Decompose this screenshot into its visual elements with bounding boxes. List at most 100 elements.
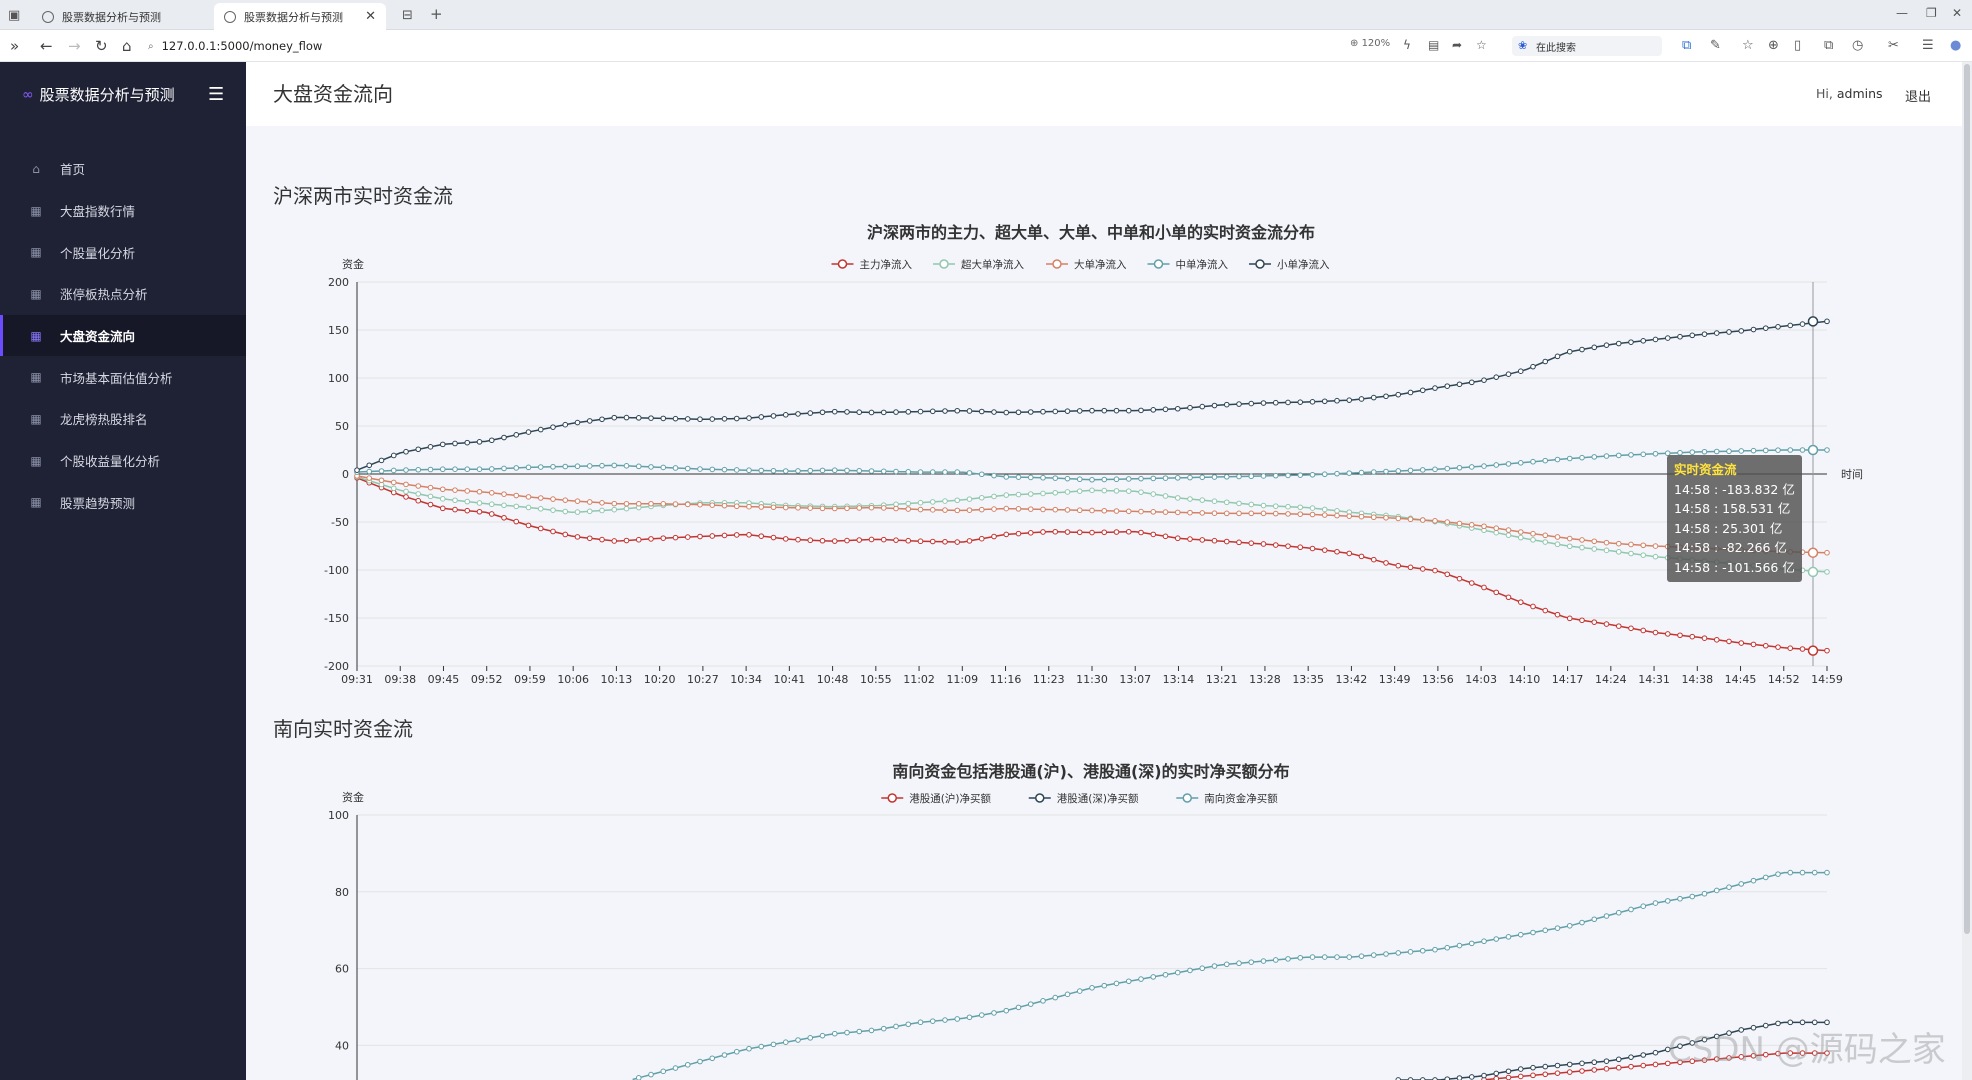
- browser-tab-1[interactable]: 股票数据分析与预测: [32, 3, 212, 30]
- data-point: [1076, 408, 1083, 414]
- data-point: [1775, 871, 1781, 877]
- zoom-indicator[interactable]: ⊕ 120%: [1350, 38, 1391, 49]
- data-point: [991, 472, 997, 479]
- data-point: [439, 441, 446, 448]
- data-point: [905, 469, 912, 475]
- chevrons-icon[interactable]: »: [10, 37, 20, 55]
- data-point: [550, 507, 556, 513]
- scrollbar-thumb[interactable]: [1964, 64, 1970, 934]
- download-icon[interactable]: ⊕: [1768, 38, 1779, 53]
- reload-icon[interactable]: ↻: [95, 37, 108, 55]
- data-point: [1591, 916, 1598, 923]
- data-point: [1726, 1030, 1732, 1036]
- legend-marker: [1035, 793, 1045, 803]
- reader-icon[interactable]: ▤: [1428, 38, 1440, 52]
- data-point: [1456, 381, 1463, 388]
- legend-marker: [939, 259, 949, 269]
- data-point: [770, 413, 777, 419]
- tab-list-icon[interactable]: ⊟: [402, 8, 413, 23]
- data-point: [452, 466, 458, 472]
- y-axis-name: 资金: [342, 790, 364, 804]
- cubes-icon: ▦: [30, 495, 42, 510]
- data-point: [1174, 475, 1181, 481]
- sidebar-item-stock-quant[interactable]: ▦ 个股量化分析: [0, 231, 246, 273]
- data-point: [1713, 636, 1720, 643]
- data-point: [1481, 584, 1487, 591]
- back-icon[interactable]: ←: [40, 37, 53, 55]
- sidebar-toggle-icon[interactable]: ▣: [8, 8, 21, 23]
- brand-name: 股票数据分析与预测: [39, 86, 175, 104]
- data-point: [1223, 499, 1230, 506]
- greeting-prefix: Hi,: [1816, 86, 1833, 101]
- sidebar-item-dragon-tiger[interactable]: ▦ 龙虎榜热股排名: [0, 398, 246, 440]
- data-point: [1297, 544, 1304, 551]
- data-point: [415, 466, 422, 473]
- close-tab-icon[interactable]: ✕: [365, 9, 376, 24]
- data-point: [1542, 927, 1549, 934]
- data-point: [1677, 1043, 1683, 1049]
- data-point: [1652, 450, 1659, 457]
- restore-icon[interactable]: ❐: [1926, 6, 1937, 20]
- forward-icon[interactable]: →: [68, 37, 81, 55]
- data-point: [1505, 1068, 1512, 1075]
- data-point: [978, 506, 985, 513]
- bookmark-icon[interactable]: ☆: [1742, 38, 1754, 53]
- data-point: [1628, 541, 1634, 548]
- menu-icon[interactable]: ☰: [1922, 38, 1934, 53]
- minimize-icon[interactable]: —: [1896, 6, 1908, 20]
- share-icon[interactable]: ➦: [1452, 38, 1463, 52]
- collections-icon[interactable]: ⧉: [1824, 38, 1834, 53]
- sidebar-item-index-quotes[interactable]: ▦ 大盘指数行情: [0, 190, 246, 232]
- sidebar-item-money-flow[interactable]: ▦ 大盘资金流向: [0, 314, 246, 357]
- data-point: [893, 537, 899, 543]
- url-field[interactable]: ⌕ 127.0.0.1:5000/money_flow: [148, 35, 1338, 57]
- favorite-icon[interactable]: ☆: [1476, 38, 1487, 52]
- chart-tooltip: 实时资金流 14:58 : -183.832 亿 14:58 : 158.531…: [1667, 455, 1802, 582]
- sidebar-item-limit-up[interactable]: ▦ 涨停板热点分析: [0, 273, 246, 315]
- profile-icon[interactable]: ●: [1950, 38, 1962, 53]
- data-point: [1138, 475, 1144, 482]
- lightning-icon[interactable]: ϟ: [1403, 38, 1411, 52]
- data-point: [1603, 539, 1610, 546]
- sidebar-item-home[interactable]: ⌂ 首页: [0, 148, 246, 190]
- legend-marker: [1052, 259, 1062, 269]
- home-icon[interactable]: ⌂: [122, 37, 132, 55]
- data-point: [1089, 476, 1095, 483]
- screenshot-icon[interactable]: ✂: [1888, 38, 1899, 53]
- data-point: [880, 505, 887, 511]
- extension-icon[interactable]: ✎: [1710, 38, 1721, 53]
- sidebar-item-returns[interactable]: ▦ 个股收益量化分析: [0, 440, 246, 482]
- x-tick-label: 11:16: [990, 673, 1022, 686]
- data-point: [439, 496, 446, 502]
- menu-collapse-icon[interactable]: ☰: [208, 84, 225, 105]
- logout-link[interactable]: 退出: [1905, 90, 1932, 105]
- data-point: [1358, 469, 1365, 476]
- x-tick-label: 13:21: [1206, 673, 1238, 686]
- data-point: [966, 538, 973, 544]
- y-tick-label: 100: [328, 372, 349, 385]
- data-point: [1334, 508, 1340, 514]
- new-tab-icon[interactable]: +: [430, 5, 443, 23]
- sidebar-item-valuation[interactable]: ▦ 市场基本面估值分析: [0, 356, 246, 398]
- page-scrollbar[interactable]: [1962, 62, 1972, 1080]
- search-box[interactable]: ❀ 在此搜索: [1512, 36, 1662, 56]
- data-point: [1407, 467, 1414, 474]
- browser-tab-2[interactable]: 股票数据分析与预测 ✕: [214, 3, 386, 30]
- data-point: [672, 465, 679, 471]
- data-point: [1799, 869, 1806, 876]
- data-point: [403, 448, 409, 455]
- translate-icon[interactable]: ⧉: [1682, 38, 1692, 53]
- brand[interactable]: ∞ 股票数据分析与预测: [22, 84, 175, 105]
- data-point: [1432, 518, 1438, 524]
- data-point: [709, 502, 716, 508]
- data-point: [635, 536, 642, 543]
- close-window-icon[interactable]: ✕: [1952, 6, 1963, 20]
- data-point: [1738, 328, 1745, 334]
- device-icon[interactable]: ▯: [1794, 38, 1802, 53]
- data-point: [954, 469, 961, 475]
- sidebar-item-forecast[interactable]: ▦ 股票趋势预测: [0, 482, 246, 524]
- history-icon[interactable]: ◷: [1852, 38, 1864, 53]
- data-point: [501, 434, 507, 441]
